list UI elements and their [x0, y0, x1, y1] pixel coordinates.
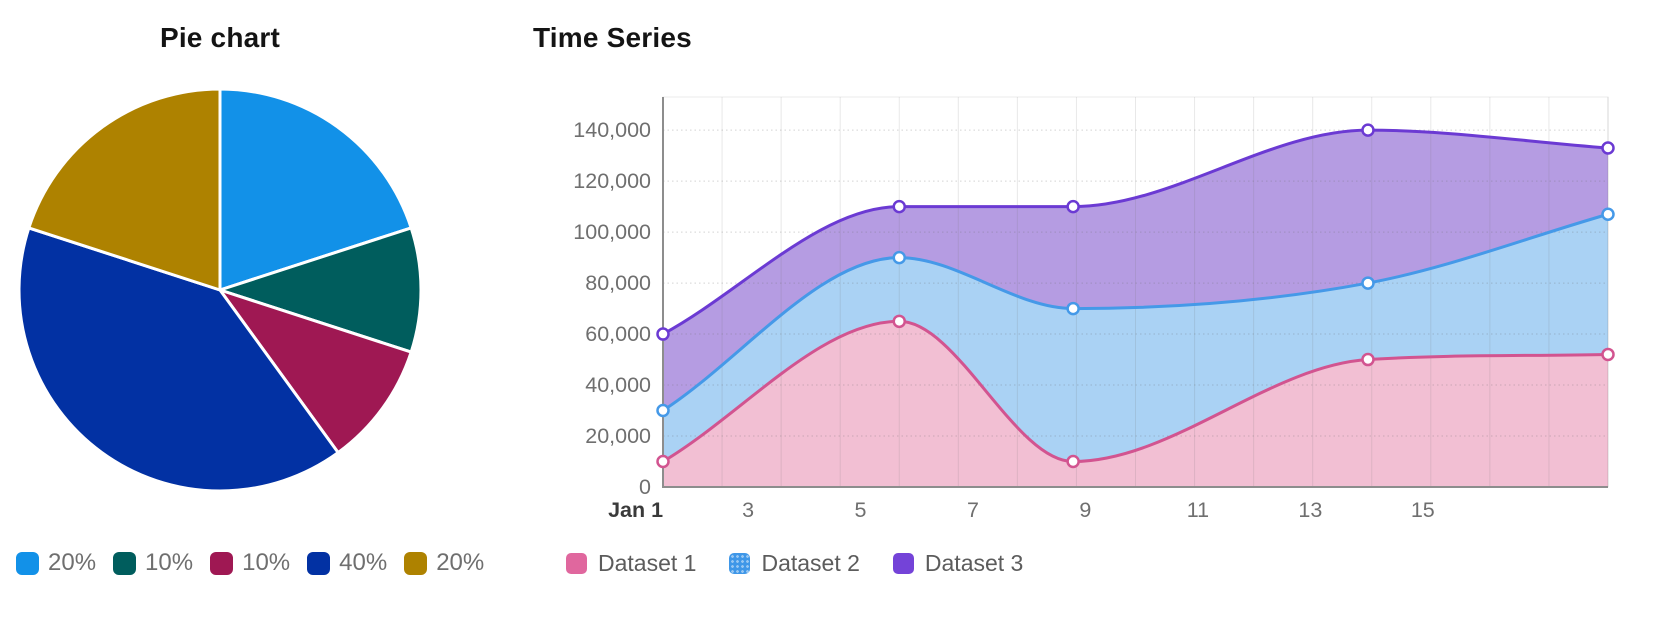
- x-axis-tick-label: 11: [1187, 498, 1209, 522]
- legend-item-dataset-2[interactable]: Dataset 2: [729, 550, 860, 577]
- legend-swatch: [113, 551, 137, 575]
- x-axis-tick-label: 9: [1079, 498, 1091, 522]
- pie-chart-title: Pie chart: [159, 22, 281, 53]
- data-point-marker-dataset-2[interactable]: [1601, 207, 1615, 222]
- data-point-marker-dataset-2[interactable]: [1066, 301, 1080, 316]
- x-axis-tick-label: 3: [742, 498, 754, 522]
- series-line-dataset-3[interactable]: [661, 128, 1610, 336]
- legend-label: 10%: [242, 549, 291, 576]
- legend-swatch: [307, 551, 331, 575]
- pie-slice-1[interactable]: [218, 87, 413, 292]
- data-point-marker-dataset-2[interactable]: [892, 250, 906, 265]
- x-axis-tick-label: 13: [1298, 498, 1322, 522]
- data-point-marker-dataset-2[interactable]: [1361, 276, 1375, 290]
- time-series-legend: Dataset 1 Dataset 2 Dataset 3: [566, 550, 1023, 577]
- data-point-marker-dataset-1[interactable]: [1361, 352, 1375, 367]
- data-point-marker-dataset-3[interactable]: [892, 199, 906, 214]
- legend-swatch: [566, 553, 587, 574]
- pie-slice-5[interactable]: [27, 87, 222, 292]
- data-point-marker-dataset-1[interactable]: [892, 314, 906, 329]
- x-axis-tick-label: 5: [855, 498, 867, 522]
- legend-swatch: [404, 551, 428, 575]
- y-axis-tick-label: 20,000: [585, 424, 651, 448]
- legend-item-20-[interactable]: 20%: [16, 549, 96, 577]
- legend-label: 40%: [339, 549, 388, 576]
- legend-item-10-[interactable]: 10%: [113, 549, 193, 577]
- data-point-marker-dataset-3[interactable]: [1066, 199, 1080, 214]
- pie-slice-2[interactable]: [218, 226, 423, 354]
- legend-item-dataset-3[interactable]: Dataset 3: [892, 550, 1024, 577]
- legend-label: 10%: [145, 549, 194, 576]
- y-axis-tick-label: 120,000: [573, 169, 651, 193]
- y-axis-tick-label: 80,000: [585, 271, 651, 295]
- x-axis-tick-label: Jan 1: [608, 498, 663, 522]
- legend-item-dataset-1[interactable]: Dataset 1: [566, 550, 696, 577]
- legend-swatch: [892, 553, 914, 574]
- x-axis-tick-label: 7: [967, 498, 979, 522]
- legend-label: 20%: [436, 549, 485, 576]
- x-axis-tick-label: 15: [1411, 498, 1435, 522]
- y-axis-tick-label: 60,000: [585, 322, 651, 346]
- legend-label: Dataset 1: [598, 550, 697, 576]
- legend-swatch: [210, 551, 234, 575]
- legend-label: Dataset 2: [761, 550, 860, 576]
- legend-label: 20%: [48, 549, 97, 576]
- legend-item-40-[interactable]: 40%: [307, 549, 387, 577]
- legend-swatch: [16, 551, 39, 575]
- pie-chart: [17, 87, 423, 493]
- y-axis-tick-label: 0: [639, 475, 651, 499]
- data-point-marker-dataset-3[interactable]: [1361, 123, 1375, 137]
- y-axis-tick-label: 40,000: [585, 373, 651, 397]
- y-axis-tick-label: 140,000: [573, 118, 651, 142]
- legend-item-10-[interactable]: 10%: [210, 549, 290, 577]
- time-series-chart: 0 20,000 40,000 60,000 80,000 100,000 120,000 1…: [573, 96, 1615, 522]
- legend-label: Dataset 3: [924, 550, 1024, 576]
- legend-item-20-[interactable]: 20%: [404, 549, 484, 577]
- legend-swatch: [729, 553, 751, 574]
- data-point-marker-dataset-3[interactable]: [656, 327, 670, 341]
- data-point-marker-dataset-1[interactable]: [1066, 454, 1080, 469]
- pie-slice-3[interactable]: [218, 288, 413, 455]
- data-point-marker-dataset-1[interactable]: [656, 454, 670, 469]
- y-axis-tick-label: 100,000: [573, 220, 651, 244]
- data-point-marker-dataset-3[interactable]: [1601, 141, 1615, 155]
- time-series-title: Time Series: [533, 22, 692, 53]
- data-point-marker-dataset-2[interactable]: [656, 403, 670, 418]
- pie-legend: 20% 10% 10% 40% 20%: [16, 549, 484, 577]
- pie-slice-4[interactable]: [17, 226, 340, 493]
- data-point-marker-dataset-1[interactable]: [1601, 347, 1615, 362]
